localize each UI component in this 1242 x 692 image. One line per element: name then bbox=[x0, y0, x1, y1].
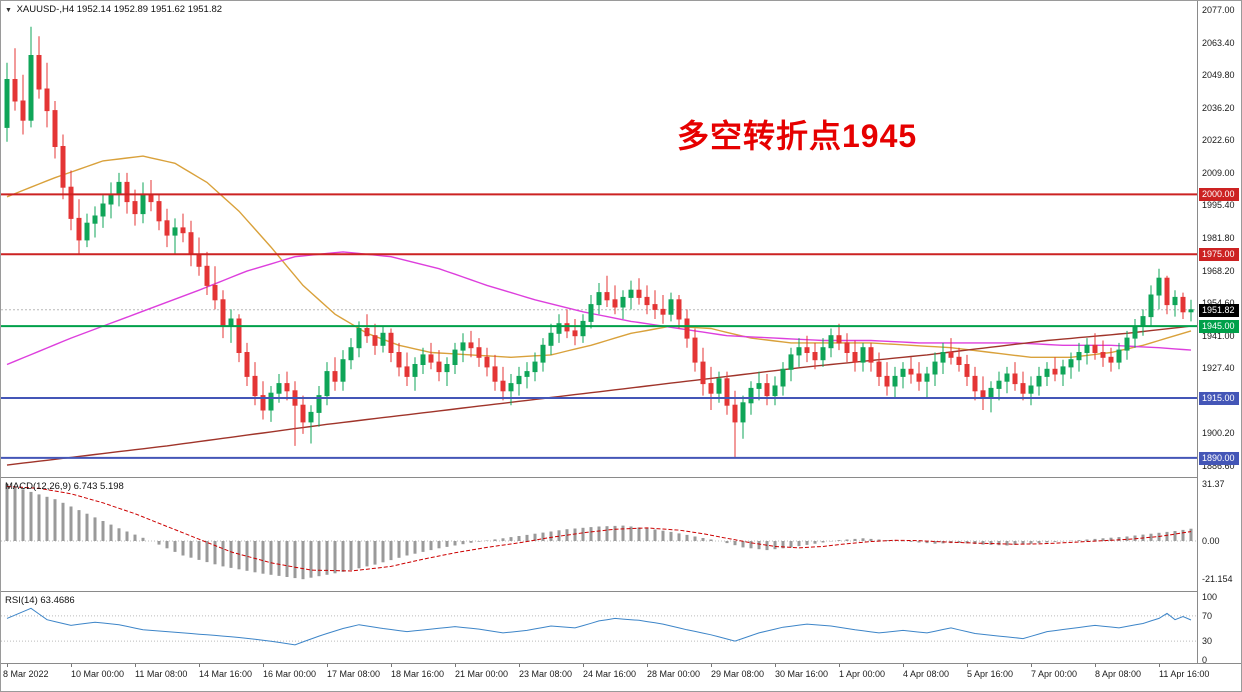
time-tick-mark bbox=[839, 664, 840, 667]
macd-tick-label: 31.37 bbox=[1202, 479, 1225, 489]
time-tick-mark bbox=[1159, 664, 1160, 667]
macd-tick-label: -21.154 bbox=[1202, 574, 1233, 585]
time-tick-label: 11 Apr 16:00 bbox=[1159, 669, 1210, 679]
time-tick-label: 23 Mar 08:00 bbox=[519, 669, 573, 679]
chart-title: ▼ XAUUSD-,H4 1952.14 1952.89 1951.62 195… bbox=[5, 4, 222, 15]
price-tick-label: 2036.20 bbox=[1202, 102, 1235, 113]
rsi-value: 63.4686 bbox=[40, 595, 75, 606]
time-tick-label: 17 Mar 08:00 bbox=[327, 669, 381, 679]
price-axis[interactable]: 2077.00 2063.40 2049.80 2036.20 2022.60 2009.… bbox=[1198, 1, 1241, 665]
rsi-tick-label: 100 bbox=[1202, 592, 1218, 602]
time-tick-mark bbox=[583, 664, 584, 667]
macd-indicator-label: MACD(12,26,9) 6.743 5.198 bbox=[5, 481, 124, 492]
price-tick-label: 1886.60 bbox=[1202, 461, 1235, 471]
time-tick-mark bbox=[199, 664, 200, 667]
price-tick-label: 1981.80 bbox=[1202, 233, 1235, 243]
price-tick-label: 1927.40 bbox=[1202, 363, 1235, 374]
time-tick-label: 8 Mar 2022 bbox=[3, 669, 49, 679]
macd-signal-line bbox=[6, 486, 1192, 572]
main-chart-pane[interactable]: ▼ XAUUSD-,H4 1952.14 1952.89 1951.62 195… bbox=[1, 1, 1197, 477]
ohlc-readout: 1952.14 1952.89 1951.62 1951.82 bbox=[76, 4, 223, 15]
time-axis-divider bbox=[1, 663, 1241, 664]
time-tick-mark bbox=[7, 664, 8, 667]
macd-values: 6.743 5.198 bbox=[73, 481, 124, 492]
time-tick-mark bbox=[327, 664, 328, 667]
time-tick-label: 24 Mar 16:00 bbox=[583, 669, 637, 679]
current-price-tag[interactable]: 1951.82 bbox=[1199, 303, 1239, 317]
level-price-tag-2000.00[interactable]: 2000.00 bbox=[1199, 188, 1239, 202]
macd-name: MACD(12,26,9) bbox=[5, 481, 71, 492]
rsi-indicator-label: RSI(14) 63.4686 bbox=[5, 595, 75, 606]
time-tick-mark bbox=[263, 664, 264, 667]
price-tick-label: 2022.60 bbox=[1202, 135, 1235, 146]
macd-histogram bbox=[5, 483, 1193, 580]
price-tick-label: 1941.00 bbox=[1202, 330, 1235, 341]
price-tick-label: 2049.80 bbox=[1202, 70, 1235, 81]
rsi-tick-label: 0 bbox=[1202, 655, 1208, 665]
time-tick-label: 7 Apr 00:00 bbox=[1031, 669, 1078, 679]
price-tick-label: 1968.20 bbox=[1202, 265, 1235, 276]
level-price-tag-1945.00[interactable]: 1945.00 bbox=[1199, 320, 1239, 334]
time-tick-mark bbox=[455, 664, 456, 667]
price-chart-canvas[interactable] bbox=[1, 1, 1197, 477]
collapse-arrow-icon[interactable]: ▼ bbox=[5, 7, 12, 14]
rsi-line bbox=[6, 607, 1192, 646]
ma-slow-darkred bbox=[6, 325, 1192, 466]
price-tick-label: 2077.00 bbox=[1202, 5, 1235, 15]
time-tick-label: 18 Mar 16:00 bbox=[391, 669, 445, 679]
time-tick-mark bbox=[135, 664, 136, 667]
ma-fast-orange bbox=[6, 155, 1192, 359]
ma-mid-magenta bbox=[6, 251, 1192, 366]
macd-rsi-divider[interactable] bbox=[1, 591, 1241, 592]
price-axis-border bbox=[1197, 1, 1198, 663]
time-tick-label: 28 Mar 00:00 bbox=[647, 669, 701, 679]
price-tick-label: 1995.40 bbox=[1202, 200, 1235, 211]
time-tick-mark bbox=[71, 664, 72, 667]
time-tick-mark bbox=[967, 664, 968, 667]
chart-annotation-text: 多空转折点1945 bbox=[677, 118, 918, 154]
symbol-timeframe-label: XAUUSD-,H4 bbox=[16, 4, 75, 15]
time-tick-mark bbox=[647, 664, 648, 667]
main-macd-divider[interactable] bbox=[1, 477, 1241, 478]
macd-canvas[interactable] bbox=[1, 478, 1197, 591]
price-tick-label: 2063.40 bbox=[1202, 37, 1235, 48]
time-tick-label: 11 Mar 08:00 bbox=[135, 669, 188, 679]
time-axis[interactable]: 8 Mar 2022 10 Mar 00:00 11 Mar 08:00 14 Mar… bbox=[1, 664, 1241, 691]
price-tick-label: 1954.60 bbox=[1202, 298, 1235, 309]
price-tick-label: 1900.20 bbox=[1202, 428, 1235, 439]
time-tick-mark bbox=[1031, 664, 1032, 667]
time-tick-label: 1 Apr 00:00 bbox=[839, 669, 886, 679]
time-tick-mark bbox=[903, 664, 904, 667]
time-tick-label: 30 Mar 16:00 bbox=[775, 669, 829, 679]
level-price-tag-1915.00[interactable]: 1915.00 bbox=[1199, 392, 1239, 405]
time-tick-mark bbox=[391, 664, 392, 667]
level-price-tag-1975.00[interactable]: 1975.00 bbox=[1199, 248, 1239, 262]
rsi-tick-label: 70 bbox=[1202, 610, 1213, 621]
macd-indicator-pane[interactable]: MACD(12,26,9) 6.743 5.198 bbox=[1, 478, 1197, 591]
time-tick-label: 29 Mar 08:00 bbox=[711, 669, 765, 679]
time-tick-mark bbox=[519, 664, 520, 667]
level-price-tag-1890.00[interactable]: 1890.00 bbox=[1199, 451, 1239, 465]
rsi-name: RSI(14) bbox=[5, 595, 38, 606]
macd-tick-label: 0.00 bbox=[1202, 536, 1220, 546]
time-tick-label: 16 Mar 00:00 bbox=[263, 669, 317, 679]
time-tick-mark bbox=[711, 664, 712, 667]
time-tick-label: 4 Apr 08:00 bbox=[903, 669, 950, 679]
time-tick-mark bbox=[1095, 664, 1096, 667]
candles-series bbox=[4, 26, 1194, 458]
time-tick-label: 21 Mar 00:00 bbox=[455, 669, 509, 679]
time-tick-label: 5 Apr 16:00 bbox=[967, 669, 1014, 679]
time-tick-label: 14 Mar 16:00 bbox=[199, 669, 253, 679]
time-tick-mark bbox=[775, 664, 776, 667]
time-tick-label: 10 Mar 00:00 bbox=[71, 669, 125, 679]
rsi-tick-label: 30 bbox=[1202, 636, 1213, 647]
rsi-indicator-pane[interactable]: RSI(14) 63.4686 bbox=[1, 592, 1197, 663]
price-tick-label: 2009.00 bbox=[1202, 167, 1235, 178]
time-tick-label: 8 Apr 08:00 bbox=[1095, 669, 1142, 679]
rsi-canvas[interactable] bbox=[1, 592, 1197, 663]
